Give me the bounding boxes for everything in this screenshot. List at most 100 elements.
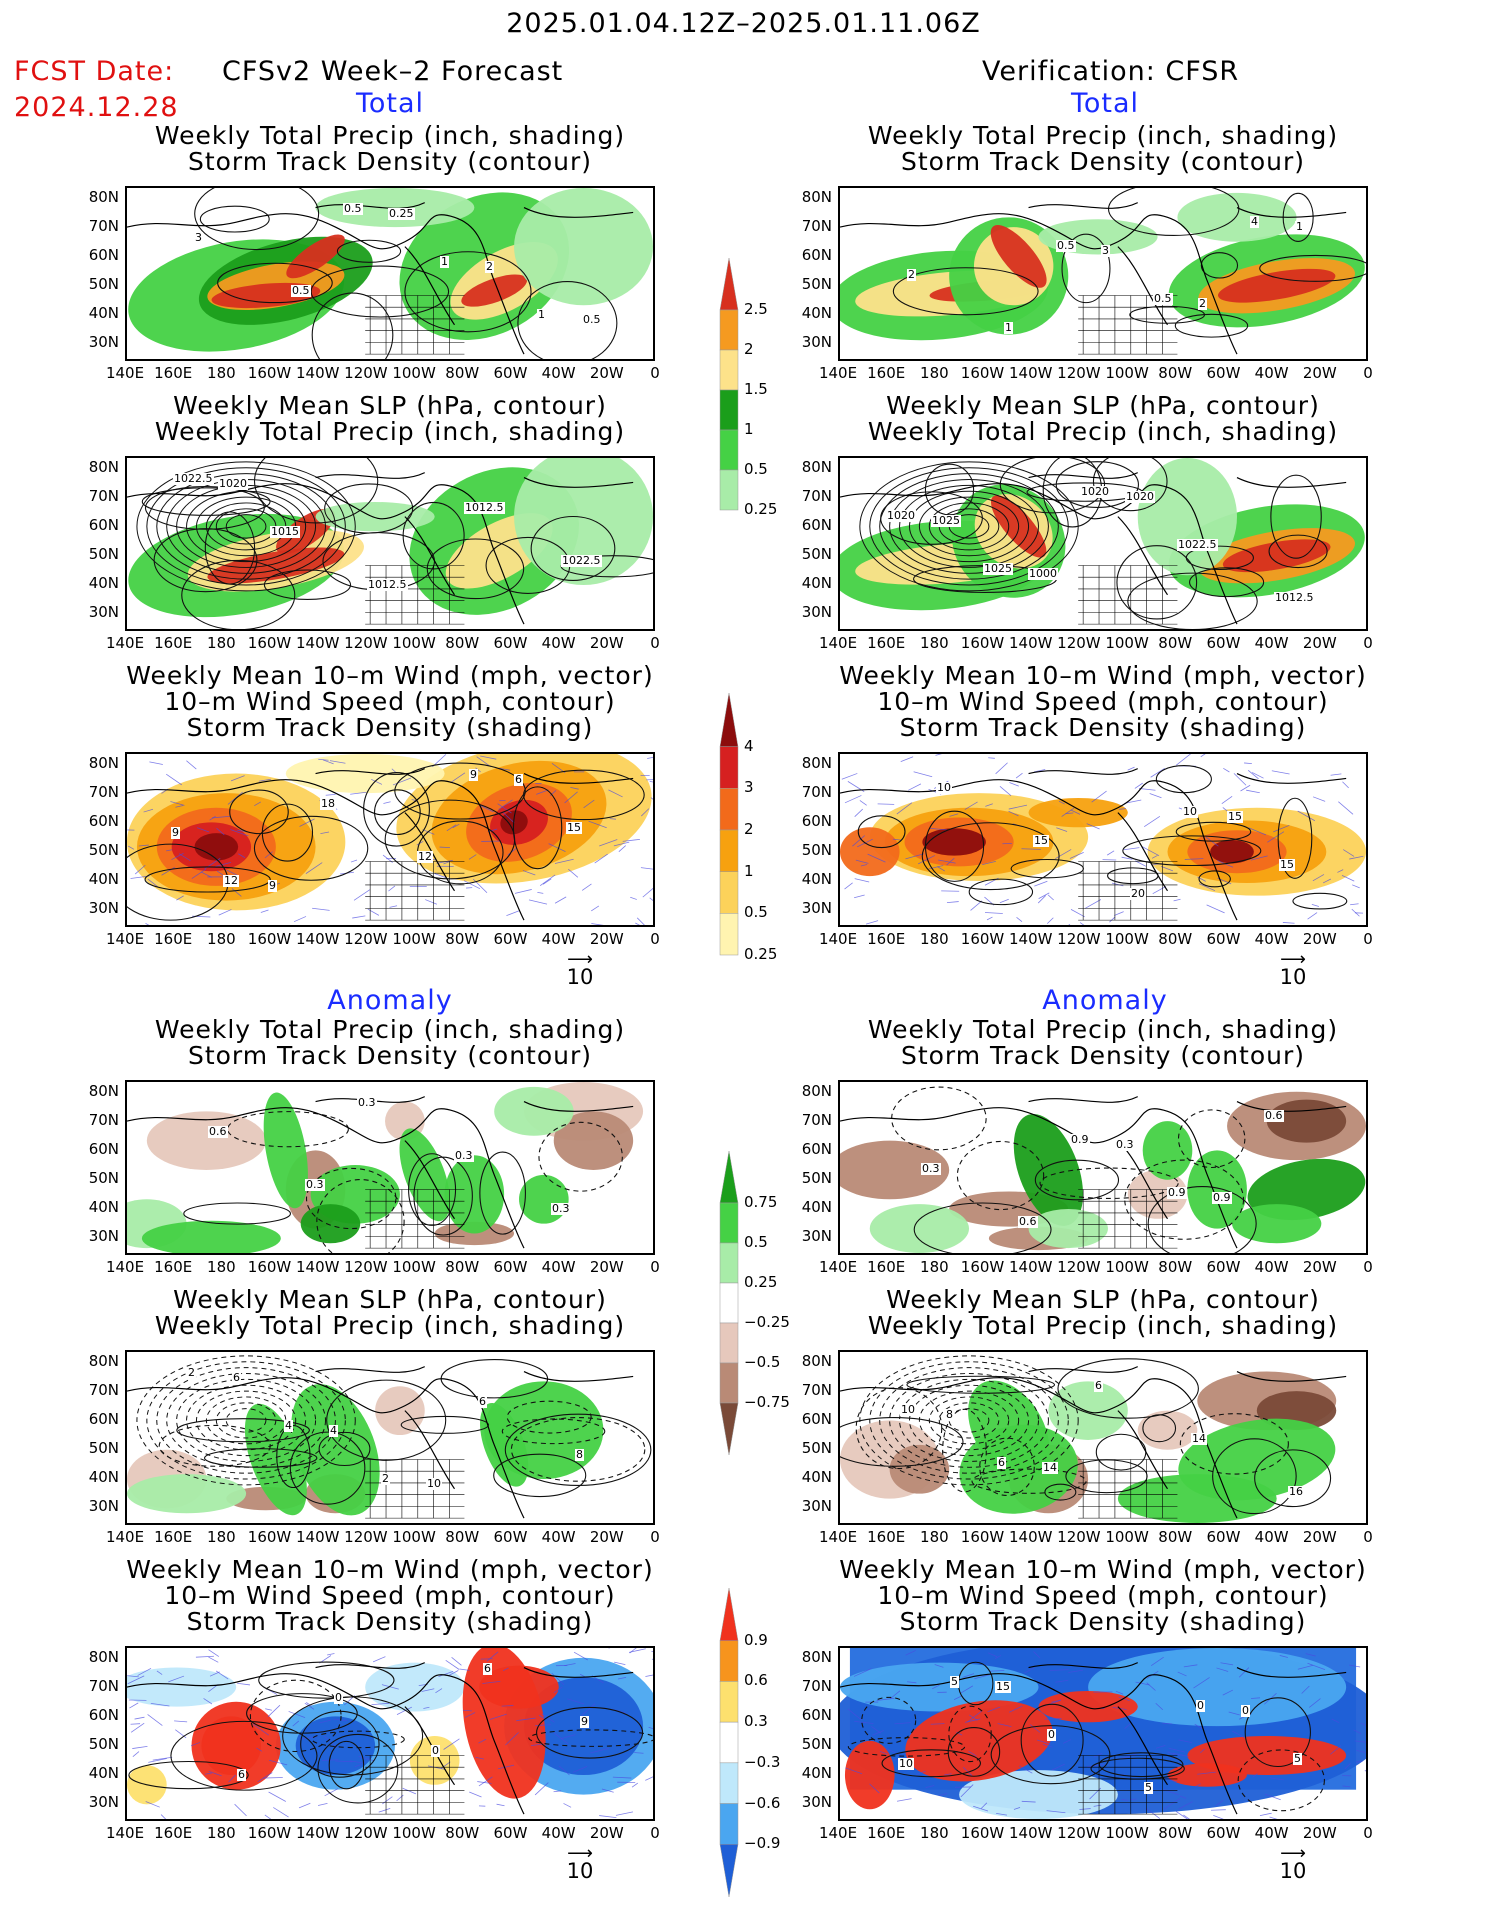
wind-vector — [1037, 895, 1046, 904]
wind-vector — [1055, 849, 1072, 860]
latitude-tick-label: 40N — [88, 574, 119, 592]
field-shading — [1177, 192, 1297, 242]
wind-vector — [257, 1772, 273, 1783]
wind-vector — [1200, 754, 1206, 758]
contour-label: 0.3 — [305, 1178, 325, 1191]
map-canvas — [127, 1082, 644, 1253]
latitude-tick-label: 80N — [801, 1352, 832, 1370]
wind-vector — [349, 1760, 364, 1764]
latitude-tick-label: 60N — [801, 812, 832, 830]
wind-vector — [293, 916, 307, 923]
latitude-tick-label: 70N — [801, 1111, 832, 1129]
wind-vector — [230, 829, 249, 837]
contour-label: 0 — [334, 1691, 343, 1704]
longitude-tick-label: 60W — [1206, 634, 1241, 652]
contour-label: 1025 — [983, 562, 1013, 575]
longitude-tick-label: 40W — [1254, 634, 1289, 652]
wind-vector — [938, 1793, 948, 1796]
map-panel-as-f: 2 4 2 6 8 6 4 10 — [125, 1350, 655, 1525]
contour-label: 0.3 — [921, 1162, 941, 1175]
latitude-tick-label: 60N — [801, 1706, 832, 1724]
wind-vector — [317, 1803, 328, 1806]
latitude-tick-label: 80N — [88, 1648, 119, 1666]
wind-vector — [1273, 824, 1290, 833]
wind-vector — [1301, 1685, 1310, 1694]
wind-vector — [1279, 1655, 1288, 1658]
contour-line — [1198, 870, 1231, 888]
contour-line — [913, 1202, 1052, 1253]
positive-anomaly-shading — [127, 1474, 247, 1514]
wind-vector — [579, 1673, 588, 1679]
panel-title-line: 10–m Wind Speed (mph, contour) — [164, 1581, 616, 1610]
colorbar-segment — [719, 429, 739, 471]
longitude-tick-label: 140E — [105, 930, 145, 948]
wind-vector — [174, 1720, 188, 1723]
colorbar-label: 0.9 — [744, 1630, 768, 1649]
wind-vector — [1068, 923, 1071, 925]
wind-vector — [208, 1656, 219, 1663]
wind-vector — [1177, 1671, 1187, 1677]
colorbar-label: 0.75 — [744, 1193, 778, 1211]
wind-vector — [1312, 874, 1325, 882]
date-range-title: 2025.01.04.12Z–2025.01.11.06Z — [506, 8, 981, 39]
wind-vector — [1183, 1814, 1190, 1819]
latitude-tick-label: 50N — [88, 1439, 119, 1457]
positive-anomaly-shading — [479, 1665, 559, 1709]
colorbar-segment — [719, 692, 739, 747]
wind-vector — [252, 1724, 269, 1736]
wind-vector — [988, 757, 995, 759]
contour-label: 1000 — [1028, 567, 1058, 580]
wind-vector — [894, 1722, 911, 1725]
contour-line — [258, 1661, 395, 1699]
wind-vector — [234, 1803, 247, 1817]
wind-vector — [946, 857, 955, 866]
wind-vector — [389, 905, 398, 908]
contour-line — [246, 1693, 358, 1734]
wind-vector — [988, 1670, 1005, 1672]
longitude-tick-label: 160E — [154, 1824, 193, 1842]
wind-vector — [1184, 858, 1204, 860]
longitude-tick-label: 60W — [493, 930, 528, 948]
wind-vector — [1167, 1751, 1175, 1756]
wind-vector — [319, 1719, 331, 1724]
contour-label: 0.5 — [582, 313, 602, 326]
contour-line — [181, 559, 296, 629]
wind-vector — [553, 1790, 562, 1793]
wind-vector — [505, 1732, 519, 1746]
wind-vector — [1121, 856, 1133, 860]
longitude-tick-label: 0 — [650, 1824, 660, 1842]
contour-line — [892, 267, 1039, 316]
field-shading — [1222, 539, 1331, 573]
wind-vector — [168, 1675, 185, 1683]
wind-vector — [854, 808, 864, 817]
longitude-tick-label: 80W — [445, 634, 480, 652]
contour-label: 2 — [1198, 297, 1207, 310]
wind-vector — [617, 1677, 627, 1680]
map-canvas — [840, 1086, 1366, 1253]
map-canvas — [840, 754, 1366, 925]
contour-line — [170, 1720, 318, 1791]
contour-label: 5 — [1293, 1752, 1302, 1765]
wind-vector — [1150, 1656, 1164, 1667]
positive-anomaly-shading — [905, 1700, 1053, 1782]
wind-vector — [382, 1796, 393, 1805]
wind-vector — [1282, 922, 1295, 924]
colorbar-segment — [719, 829, 739, 872]
wind-vector — [298, 1802, 311, 1809]
contour-label: 0 — [1196, 1699, 1205, 1712]
wind-vector — [190, 1742, 201, 1747]
map-panel-ap-v: 0.9 0.9 0.6 0.3 0.6 0.3 0.9 — [838, 1080, 1368, 1255]
map-panel-ts-v: 1020 1025 1020 1022.5 1012.5 1025 1000 1020 — [838, 456, 1368, 631]
wind-vector — [872, 1730, 884, 1736]
longitude-tick-label: 140E — [105, 634, 145, 652]
positive-anomaly-shading — [1232, 1204, 1322, 1244]
wind-vector — [292, 1720, 300, 1727]
wind-vector — [1312, 796, 1326, 802]
longitude-tick-label: 80W — [445, 1258, 480, 1276]
map-canvas — [127, 754, 653, 925]
longitude-tick-label: 0 — [1363, 1528, 1373, 1546]
wind-vector — [396, 1706, 413, 1715]
longitude-tick-label: 40W — [541, 1528, 576, 1546]
wind-vector — [350, 859, 358, 863]
wind-vector — [156, 1670, 163, 1675]
